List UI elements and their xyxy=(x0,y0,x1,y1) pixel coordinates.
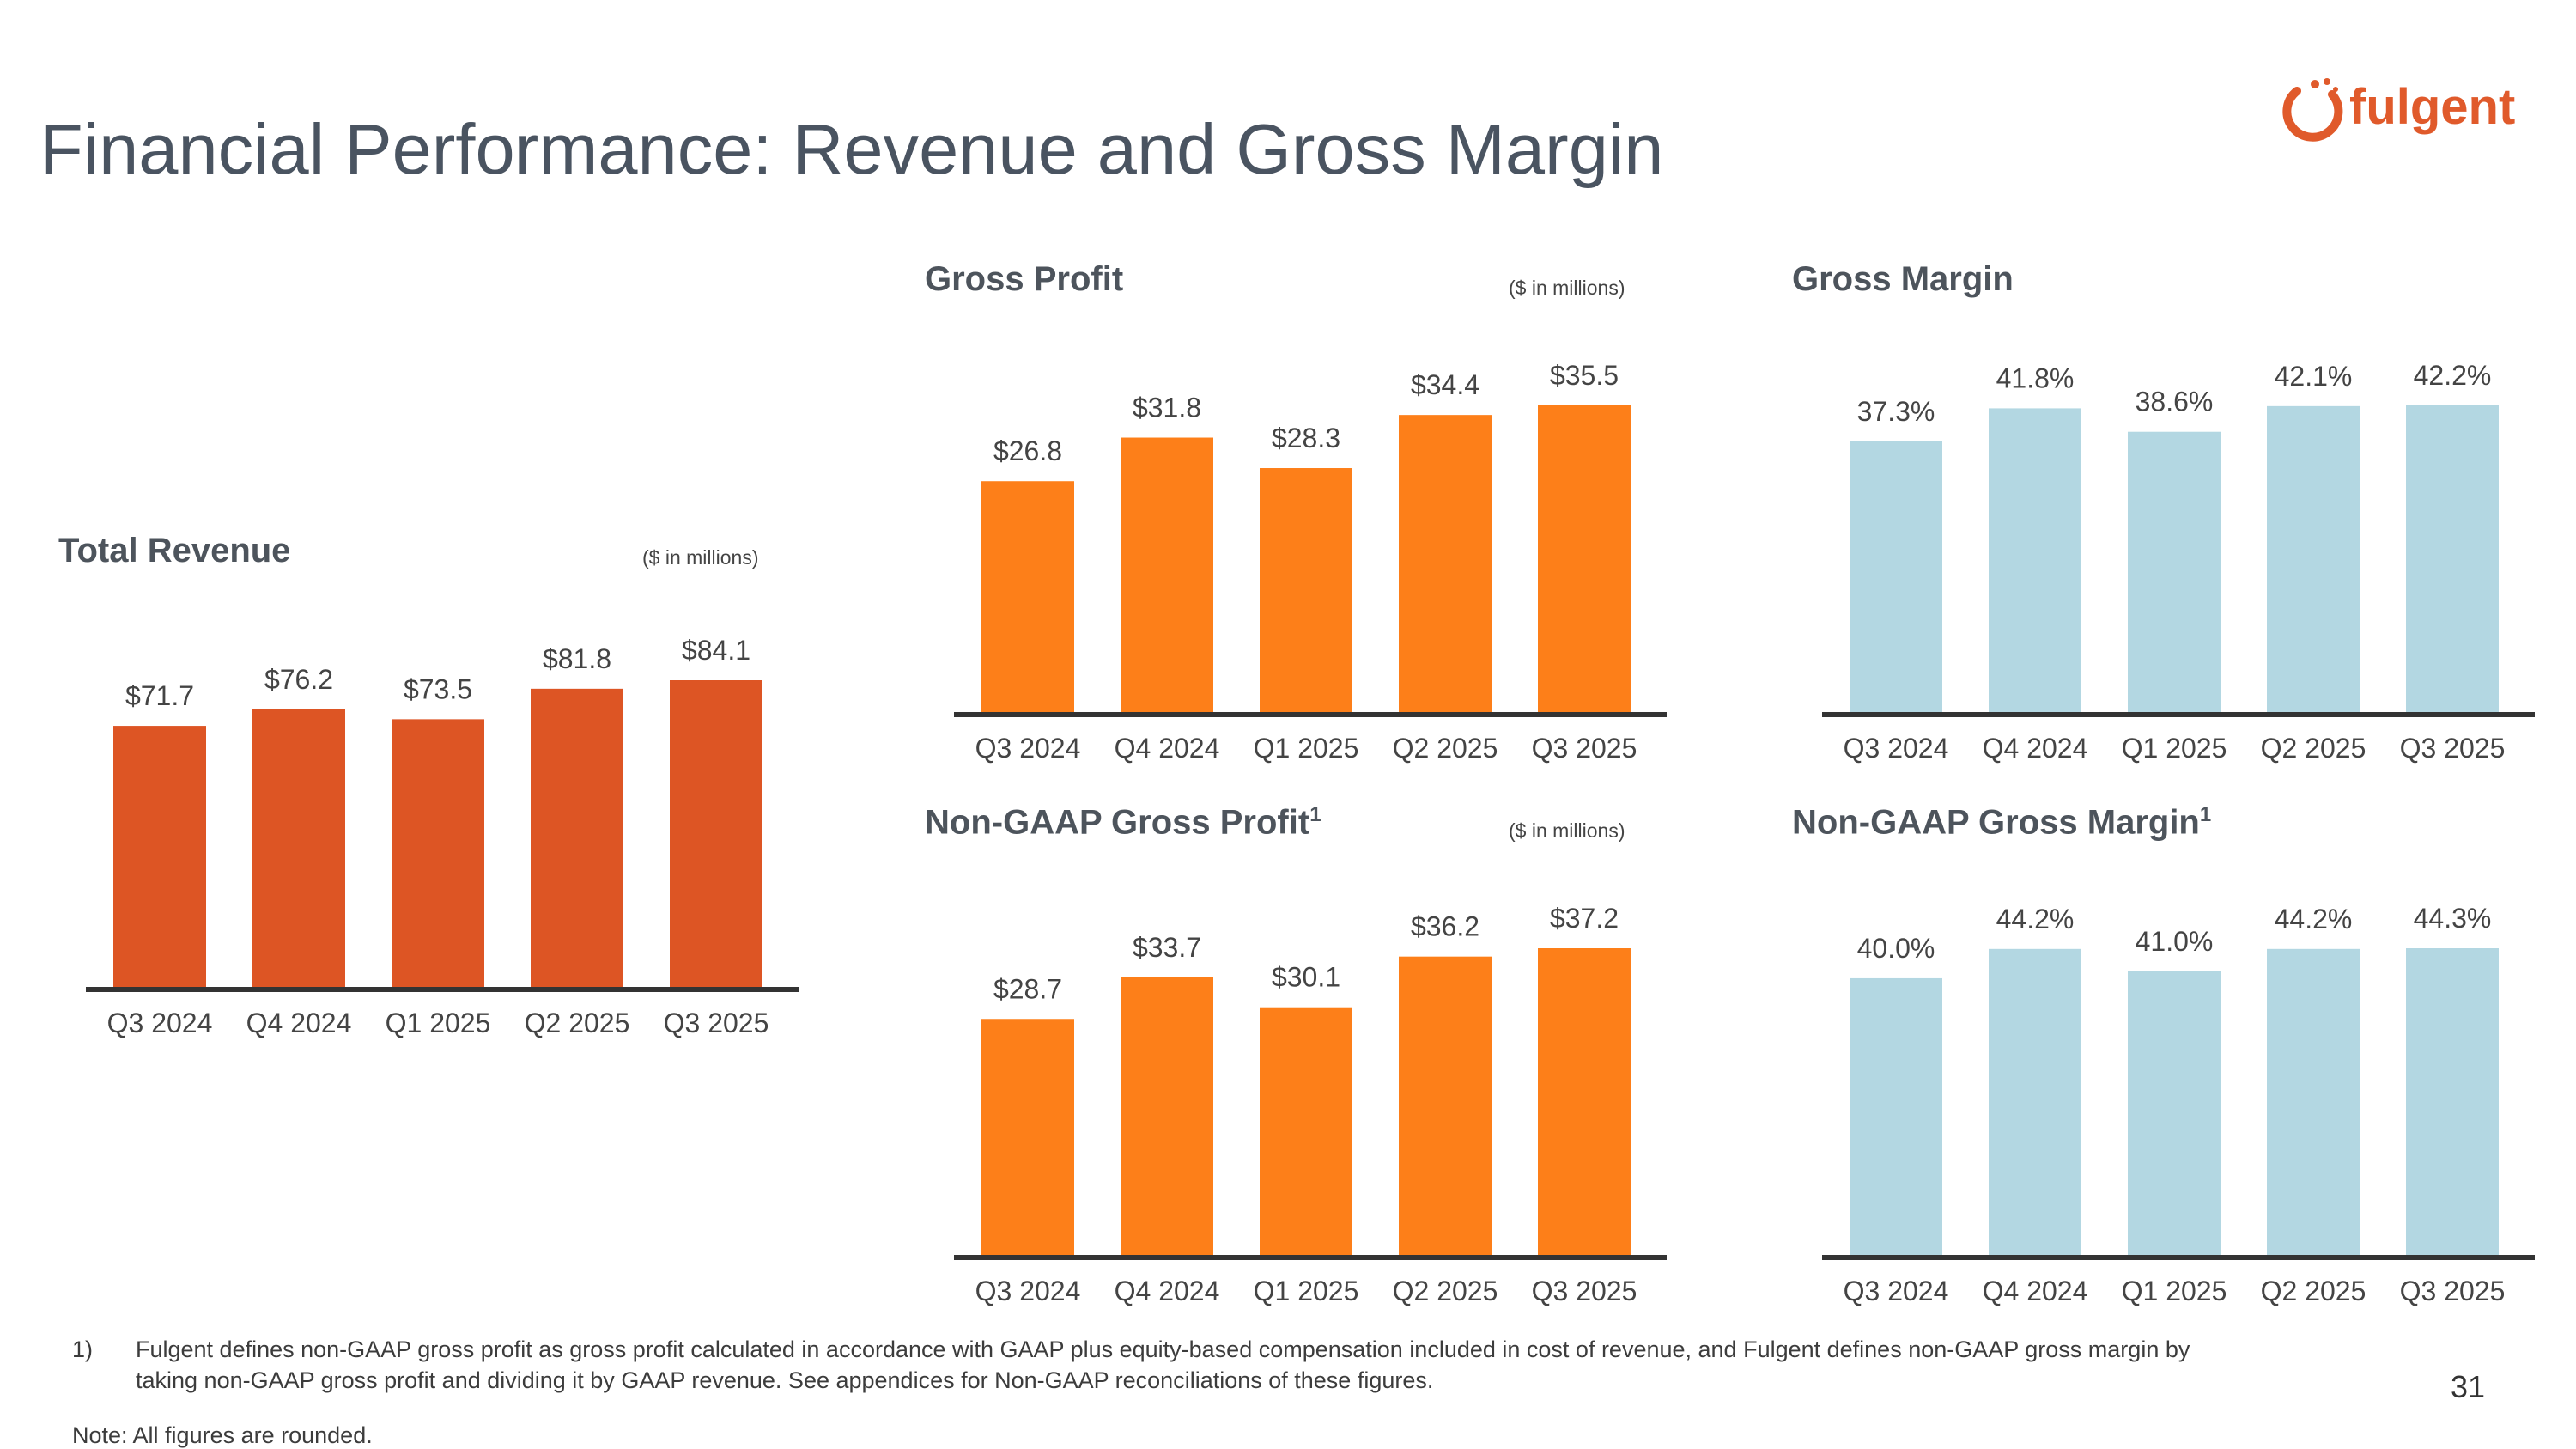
x-tick-label: Q3 2025 xyxy=(1532,733,1637,764)
x-tick-label: Q3 2024 xyxy=(107,1008,213,1038)
x-tick-label: Q3 2024 xyxy=(1844,733,1949,764)
bar-q4-2024 xyxy=(1989,408,2081,715)
x-tick-label: Q2 2025 xyxy=(2261,733,2366,764)
data-label: 44.2% xyxy=(2275,904,2353,935)
data-label: $28.3 xyxy=(1272,423,1340,454)
data-label: 37.3% xyxy=(1857,396,1935,427)
rounding-note: Note: All figures are rounded. xyxy=(72,1422,373,1448)
bar-q3-2024 xyxy=(1850,977,1942,1257)
data-label: $26.8 xyxy=(993,435,1062,466)
logo-ring-icon xyxy=(2282,87,2343,142)
total-revenue-unit: ($ in millions) xyxy=(642,546,759,569)
data-label: $84.1 xyxy=(682,635,750,666)
x-tick-label: Q1 2025 xyxy=(2122,733,2227,764)
data-label: 38.6% xyxy=(2136,387,2214,417)
data-label: $34.4 xyxy=(1411,369,1479,400)
bar-q1-2025 xyxy=(1260,1007,1352,1257)
x-tick-label: Q4 2024 xyxy=(1115,733,1220,764)
data-label: $76.2 xyxy=(264,664,333,695)
bar-q3-2025 xyxy=(1538,948,1631,1257)
logo-text: fulgent xyxy=(2349,79,2515,135)
data-label: 40.0% xyxy=(1857,933,1935,964)
bar-q4-2024 xyxy=(1989,948,2081,1257)
bar-q3-2025 xyxy=(1538,405,1631,715)
bar-q1-2025 xyxy=(1260,468,1352,715)
bar-q2-2025 xyxy=(1399,956,1492,1257)
x-tick-label: Q1 2025 xyxy=(1254,1275,1359,1306)
x-tick-label: Q3 2025 xyxy=(664,1008,769,1038)
bar-q2-2025 xyxy=(2267,405,2360,715)
bar-q3-2025 xyxy=(2406,405,2499,715)
x-tick-label: Q4 2024 xyxy=(1983,733,2088,764)
bar-q3-2024 xyxy=(113,726,206,989)
non-gaap-gross-margin-title: Non-GAAP Gross Margin1 xyxy=(1792,803,2212,842)
x-tick-label: Q1 2025 xyxy=(2122,1275,2227,1306)
x-tick-label: Q3 2025 xyxy=(2400,733,2506,764)
data-label: $30.1 xyxy=(1272,962,1340,993)
bar-q4-2024 xyxy=(252,709,345,989)
data-label: $81.8 xyxy=(543,643,611,674)
gross-margin-title: Gross Margin xyxy=(1792,260,2014,298)
data-label: $36.2 xyxy=(1411,911,1479,942)
bar-q1-2025 xyxy=(392,719,484,989)
x-tick-label: Q4 2024 xyxy=(1115,1275,1220,1306)
data-label: $35.5 xyxy=(1550,360,1619,391)
total-revenue-title: Total Revenue xyxy=(58,532,291,569)
data-label: 41.0% xyxy=(2136,926,2214,957)
x-tick-label: Q2 2025 xyxy=(1393,733,1498,764)
data-label: 41.8% xyxy=(1996,362,2075,393)
footnote-text: Fulgent defines non-GAAP gross profit as… xyxy=(136,1336,2190,1393)
x-tick-label: Q3 2024 xyxy=(975,1275,1081,1306)
data-label: 42.1% xyxy=(2275,361,2353,392)
bar-q2-2025 xyxy=(1399,415,1492,715)
x-tick-label: Q2 2025 xyxy=(525,1008,630,1038)
bar-q2-2025 xyxy=(2267,948,2360,1257)
gross-profit-title: Gross Profit xyxy=(925,260,1124,298)
x-tick-label: Q4 2024 xyxy=(246,1008,352,1038)
data-label: 42.2% xyxy=(2414,360,2492,391)
bar-q1-2025 xyxy=(2128,971,2221,1257)
x-tick-label: Q2 2025 xyxy=(1393,1275,1498,1306)
data-label: $33.7 xyxy=(1133,932,1201,963)
page-title: Financial Performance: Revenue and Gross… xyxy=(39,109,1664,189)
data-label: $71.7 xyxy=(125,680,194,711)
bar-q3-2025 xyxy=(670,680,762,989)
data-label: $31.8 xyxy=(1133,393,1201,423)
bar-q1-2025 xyxy=(2128,431,2221,715)
bar-q4-2024 xyxy=(1121,977,1213,1257)
data-label: 44.2% xyxy=(1996,904,2075,935)
bar-q3-2025 xyxy=(2406,948,2499,1257)
gross-margin-chart: 37.3% Q3 2024 41.8% Q4 2024 38.6% Q1 2025 42.1… xyxy=(1822,360,2535,764)
data-label: $37.2 xyxy=(1550,903,1619,934)
bar-q2-2025 xyxy=(531,688,623,989)
x-tick-label: Q3 2025 xyxy=(1532,1275,1637,1306)
gross-profit-chart: $26.8 Q3 2024 $31.8 Q4 2024 $28.3 Q1 2025 $34.… xyxy=(954,360,1667,764)
x-tick-label: Q3 2025 xyxy=(2400,1275,2506,1306)
non-gaap-gross-profit-chart: $28.7 Q3 2024 $33.7 Q4 2024 $30.1 Q1 2025 $36.… xyxy=(954,903,1667,1306)
bar-q4-2024 xyxy=(1121,437,1213,715)
bar-q3-2024 xyxy=(1850,441,1942,715)
footnote-marker: 1 xyxy=(1309,803,1321,826)
x-tick-label: Q3 2024 xyxy=(975,733,1081,764)
x-tick-label: Q4 2024 xyxy=(1983,1275,2088,1306)
bar-q3-2024 xyxy=(981,481,1074,715)
total-revenue-chart: $71.7 Q3 2024 $76.2 Q4 2024 $73.5 Q1 2025 $81.… xyxy=(86,635,799,1038)
gross-profit-unit: ($ in millions) xyxy=(1509,277,1625,299)
footnote-number: 1) xyxy=(72,1336,94,1362)
data-label: 44.3% xyxy=(2414,903,2492,934)
bar-q3-2024 xyxy=(981,1019,1074,1257)
x-tick-label: Q1 2025 xyxy=(1254,733,1359,764)
footnote-marker: 1 xyxy=(2199,803,2212,826)
non-gaap-gross-profit-unit: ($ in millions) xyxy=(1509,819,1625,842)
x-tick-label: Q1 2025 xyxy=(386,1008,491,1038)
data-label: $73.5 xyxy=(404,673,472,704)
page-number: 31 xyxy=(2451,1369,2486,1404)
non-gaap-gross-margin-chart: 40.0% Q3 2024 44.2% Q4 2024 41.0% Q1 2025 44.2… xyxy=(1822,903,2535,1306)
fulgent-logo: fulgent xyxy=(2282,78,2515,142)
non-gaap-gross-profit-title: Non-GAAP Gross Profit1 xyxy=(925,803,1321,842)
x-tick-label: Q3 2024 xyxy=(1844,1275,1949,1306)
data-label: $28.7 xyxy=(993,973,1062,1004)
x-tick-label: Q2 2025 xyxy=(2261,1275,2366,1306)
